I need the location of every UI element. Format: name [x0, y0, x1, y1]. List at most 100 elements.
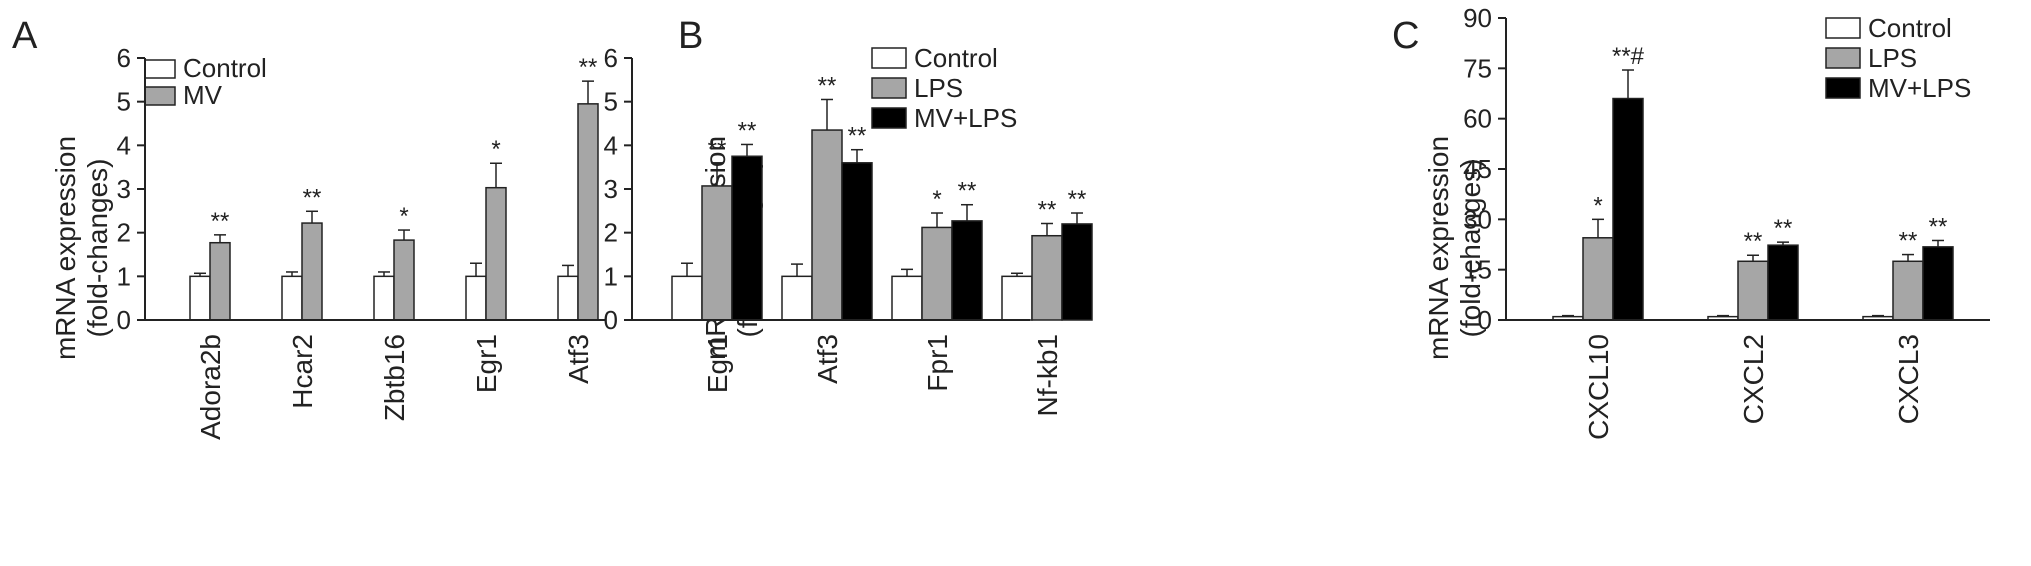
- y-tick-label-panel-a: 2: [117, 218, 131, 248]
- panel-letter-c: C: [1392, 15, 1419, 57]
- bars-panel-b: ********* **** **: [671, 72, 1093, 321]
- bar-lps-nf-kb1-panel-b: [1031, 234, 1063, 321]
- axes-panel-a: [144, 58, 605, 321]
- y-ticks-panel-c: 0 15 30 45 60 75 90: [1463, 3, 1506, 335]
- panel-a: A mRNA expression(fold-changes) 0123456 …: [12, 15, 605, 440]
- y-tick-label-panel-c: 45: [1463, 154, 1492, 184]
- legend-label-mv-lps-panel-c: MV+LPS: [1868, 73, 1971, 103]
- significance-lps-fpr1-panel-b: *: [932, 186, 941, 213]
- y-axis-label-panel-c: mRNA expression(fold-changes): [1423, 136, 1486, 360]
- x-tick-label-zbtb16-panel-a: Zbtb16: [379, 334, 410, 421]
- bar-mv-lps-atf3-panel-b: [841, 162, 873, 321]
- bar-mv-lps-cxcl3-panel-c: [1922, 246, 1954, 321]
- y-tick-label-panel-c: 30: [1463, 204, 1492, 234]
- y-axis-label-panel-a: mRNA expression(fold-changes): [50, 136, 113, 360]
- bar-control-atf3-panel-a: [557, 275, 579, 321]
- bar-control-atf3-panel-b: [781, 275, 813, 321]
- x-tick-label-nf-kb1-panel-b: Nf-kb1: [1032, 334, 1063, 416]
- axes-panel-b: [631, 58, 1030, 321]
- y-tick-label-panel-a: 5: [117, 87, 131, 117]
- panel-letter-a: A: [12, 15, 38, 57]
- significance-lps-cxcl3-panel-c: **: [1899, 228, 1918, 255]
- significance-mv-lps-egr1-panel-b: **: [738, 117, 757, 144]
- x-tick-label-atf3-panel-a: Atf3: [563, 334, 594, 384]
- significance-mv-atf3-panel-a: **: [579, 54, 598, 81]
- y-tick-label-panel-c: 15: [1463, 255, 1492, 285]
- significance-mv-hcar2-panel-a: **: [303, 184, 322, 211]
- bar-lps-cxcl10-panel-c: [1582, 237, 1614, 321]
- legend-label-mv-panel-a: MV: [183, 80, 223, 110]
- significance-mv-egr1-panel-a: *: [491, 136, 500, 163]
- y-tick-label-panel-c: 0: [1478, 305, 1492, 335]
- bar-control-nf-kb1-panel-b: [1001, 275, 1033, 321]
- bar-control-egr1-panel-b: [671, 275, 703, 321]
- bar-mv-egr1-panel-a: [485, 186, 507, 321]
- bar-mv-lps-fpr1-panel-b: [951, 220, 983, 321]
- y-tick-label-panel-a: 6: [117, 43, 131, 73]
- y-tick-label-panel-b: 2: [604, 218, 618, 248]
- bar-lps-fpr1-panel-b: [921, 226, 953, 321]
- y-tick-label-panel-b: 6: [604, 43, 618, 73]
- legend-swatch-lps-panel-b: [871, 77, 907, 99]
- bar-control-hcar2-panel-a: [281, 275, 303, 321]
- panel-c: C mRNA expression(fold-changes) 0 15 30 45 6…: [1392, 3, 1990, 440]
- y-tick-label-panel-b: 1: [604, 261, 618, 291]
- bar-mv-adora2b-panel-a: [209, 241, 231, 321]
- bar-control-fpr1-panel-b: [891, 275, 923, 321]
- significance-mv-lps-fpr1-panel-b: **: [958, 178, 977, 205]
- y-tick-label-panel-c: 90: [1463, 3, 1492, 33]
- bar-mv-lps-egr1-panel-b: [731, 155, 763, 321]
- significance-mv-adora2b-panel-a: **: [211, 208, 230, 235]
- significance-mv-zbtb16-panel-a: *: [399, 203, 408, 230]
- y-tick-label-panel-b: 0: [604, 305, 618, 335]
- bar-control-egr1-panel-a: [465, 275, 487, 321]
- significance-lps-cxcl2-panel-c: **: [1744, 228, 1763, 255]
- x-tick-label-hcar2-panel-a: Hcar2: [287, 334, 318, 409]
- bar-control-zbtb16-panel-a: [373, 275, 395, 321]
- x-tick-label-cxcl10-panel-c: CXCL10: [1583, 334, 1614, 440]
- legend-swatch-mv-panel-a: [144, 86, 176, 106]
- legend-label-lps-panel-b: LPS: [914, 73, 963, 103]
- significance-mv-lps-cxcl2-panel-c: **: [1774, 215, 1793, 242]
- bar-lps-egr1-panel-b: [701, 185, 733, 321]
- y-tick-label-panel-a: 1: [117, 261, 131, 291]
- x-labels-panel-a: Adora2b Hcar2 Zbtb16 Egr1 Atf3: [195, 334, 594, 440]
- bar-lps-atf3-panel-b: [811, 129, 843, 321]
- significance-mv-lps-nf-kb1-panel-b: **: [1068, 186, 1087, 213]
- significance-mv-lps-cxcl3-panel-c: **: [1929, 213, 1948, 240]
- y-tick-label-panel-b: 4: [604, 130, 618, 160]
- legend-swatch-mv-lps-panel-b: [871, 107, 907, 129]
- panel-letter-b: B: [678, 15, 703, 57]
- significance-mv-lps-cxcl10-panel-c: **#: [1612, 43, 1645, 70]
- bar-mv-zbtb16-panel-a: [393, 239, 415, 321]
- x-tick-label-egr1-panel-a: Egr1: [471, 334, 502, 393]
- axes-panel-c: [1505, 18, 1990, 321]
- y-tick-label-panel-a: 0: [117, 305, 131, 335]
- x-labels-panel-b: Egr1 Atf3 Fpr1 Nf-kb1: [702, 334, 1063, 416]
- legend-swatch-lps-panel-c: [1825, 47, 1861, 69]
- legend-swatch-control-panel-b: [871, 47, 907, 69]
- bars-panel-c: * **# ** ** ** **: [1552, 43, 1954, 321]
- y-tick-label-panel-b: 3: [604, 174, 618, 204]
- significance-lps-nf-kb1-panel-b: **: [1038, 196, 1057, 223]
- x-labels-panel-c: CXCL10 CXCL2 CXCL3: [1583, 334, 1924, 440]
- legend-label-control-panel-a: Control: [183, 53, 267, 83]
- legend-label-lps-panel-c: LPS: [1868, 43, 1917, 73]
- legend-label-mv-lps-panel-b: MV+LPS: [914, 103, 1017, 133]
- bar-mv-lps-cxcl2-panel-c: [1767, 244, 1799, 321]
- bar-mv-lps-nf-kb1-panel-b: [1061, 223, 1093, 321]
- bar-lps-cxcl3-panel-c: [1892, 260, 1924, 321]
- y-tick-label-panel-b: 5: [604, 87, 618, 117]
- bar-lps-cxcl2-panel-c: [1737, 260, 1769, 321]
- legend-label-control-panel-c: Control: [1868, 13, 1952, 43]
- bar-mv-lps-cxcl10-panel-c: [1612, 97, 1644, 321]
- x-tick-label-egr1-panel-b: Egr1: [702, 334, 733, 393]
- y-tick-label-panel-a: 3: [117, 174, 131, 204]
- bar-mv-atf3-panel-a: [577, 103, 599, 321]
- y-ticks-panel-b: 0 1 2 3 4 5 6: [604, 43, 632, 335]
- x-tick-label-fpr1-panel-b: Fpr1: [922, 334, 953, 392]
- significance-mv-lps-atf3-panel-b: **: [848, 123, 867, 150]
